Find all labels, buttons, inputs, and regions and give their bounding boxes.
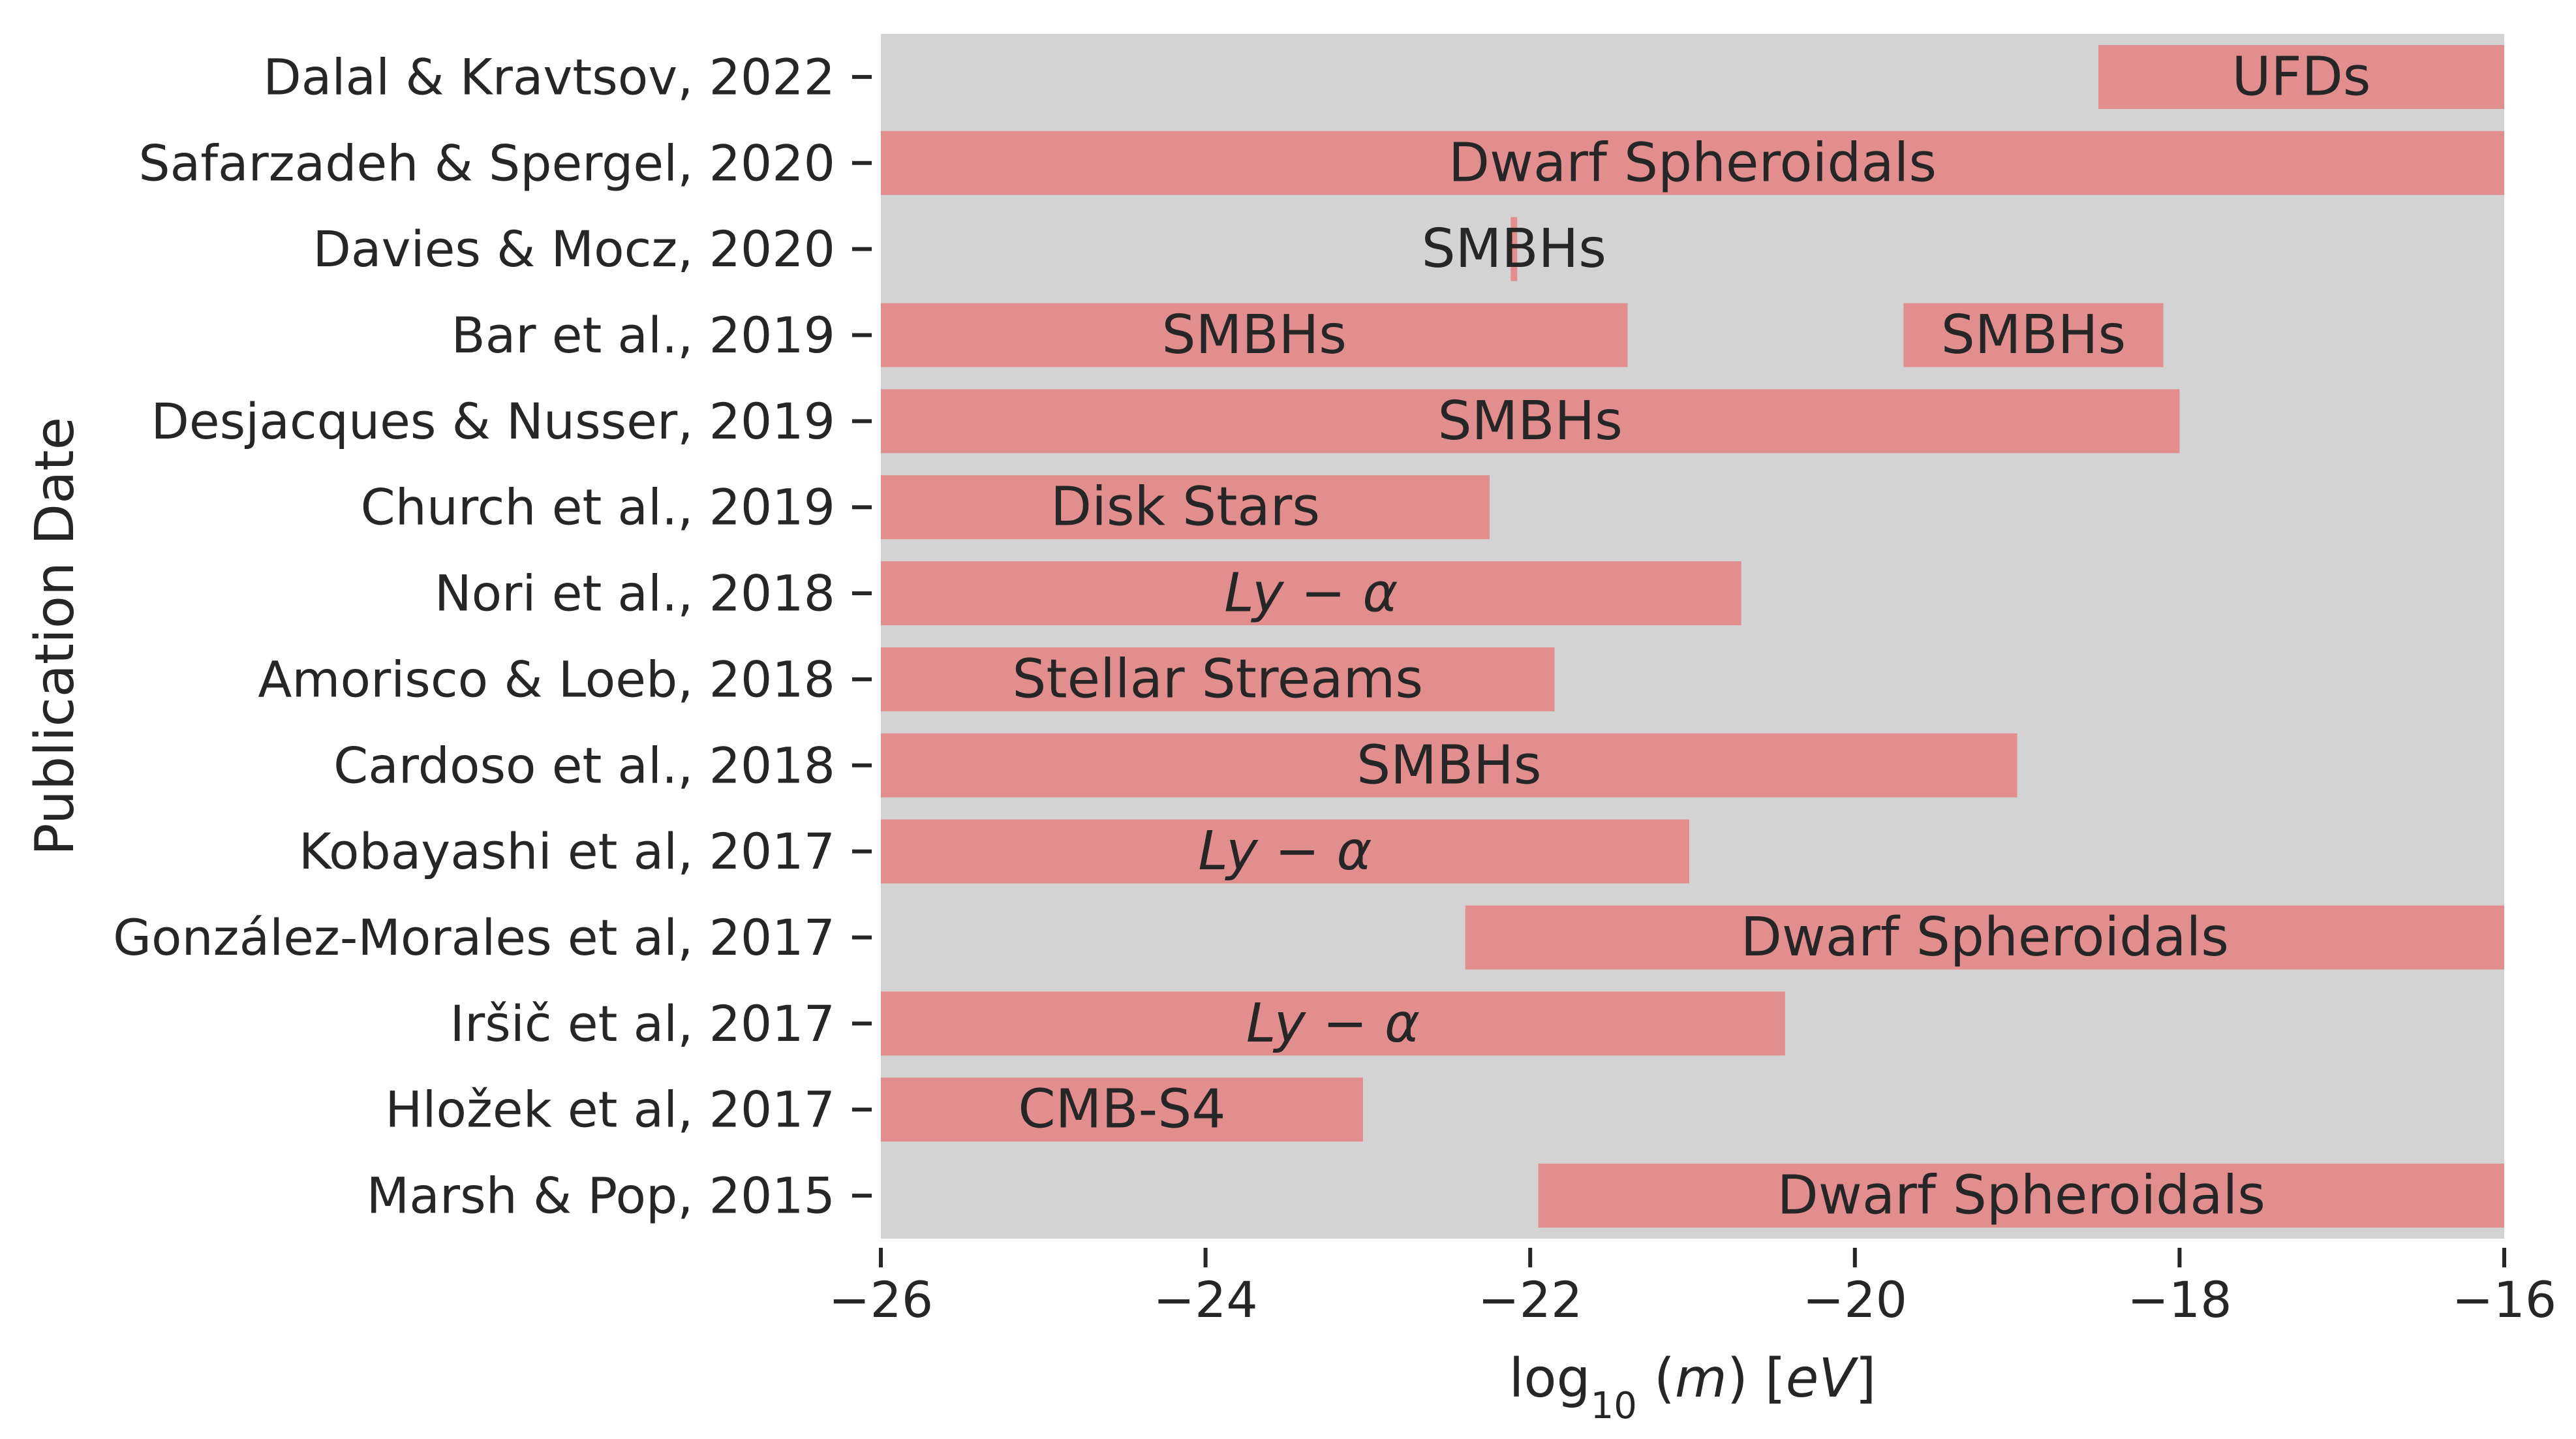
bar-label-10: Ly − α: [1198, 820, 1372, 882]
x-tick-label-5: −16: [2452, 1271, 2556, 1329]
bar-label-1: Dwarf Spheroidals: [1449, 132, 1937, 194]
y-axis-label: Publication Date: [24, 417, 86, 856]
bar-8: [881, 647, 1555, 711]
y-tick-label-0: Dalal & Kravtsov, 2022: [263, 48, 835, 106]
y-tick-label-10: González-Morales et al, 2017: [113, 908, 835, 967]
bar-1: [881, 131, 2504, 195]
y-tick-label-13: Marsh & Pop, 2015: [367, 1167, 835, 1225]
bar-10: [881, 819, 1690, 884]
bar-11: [1465, 905, 2504, 970]
x-tick-label-4: −18: [2127, 1271, 2231, 1329]
y-tick-label-5: Church et al., 2019: [361, 478, 835, 536]
y-tick-label-4: Desjacques & Nusser, 2019: [151, 392, 835, 450]
bar-7: [881, 561, 1741, 626]
y-tick-label-6: Nori et al., 2018: [435, 565, 835, 623]
bar-6: [881, 475, 1490, 540]
y-tick-label-3: Bar et al., 2019: [452, 306, 835, 364]
y-tick-label-7: Amorisco & Loeb, 2018: [258, 650, 835, 708]
y-tick-label-8: Cardoso et al., 2018: [333, 736, 835, 794]
x-axis-label: log10 (m) [eV]: [1509, 1348, 1877, 1427]
bar-label-12: Ly − α: [1246, 993, 1420, 1055]
bar-13: [881, 1077, 1363, 1142]
y-tick-label-9: Kobayashi et al, 2017: [299, 822, 835, 880]
y-tick-label-11: Iršič et al, 2017: [450, 995, 835, 1053]
bar-label-4: SMBHs: [1941, 304, 2126, 366]
y-tick-label-1: Safarzadeh & Spergel, 2020: [138, 134, 835, 192]
bar-0: [2098, 44, 2504, 109]
y-tick-label-12: Hložek et al, 2017: [385, 1081, 835, 1139]
plot-area-background: [881, 34, 2504, 1239]
bar-label-5: SMBHs: [1437, 390, 1622, 452]
x-tick-label-3: −20: [1803, 1271, 1907, 1329]
bar-label-6: Disk Stars: [1050, 476, 1320, 538]
bar-5: [881, 389, 2180, 454]
x-tick-label-2: −22: [1478, 1271, 1582, 1329]
bar-label-7: Ly − α: [1224, 563, 1398, 625]
x-tick-label-0: −26: [829, 1271, 933, 1329]
bar-3: [881, 303, 1628, 367]
bar-2: [1510, 217, 1518, 281]
bar-labels-layer: UFDs Dwarf Spheroidals SMBHs SMBHs SMBHs SMBH…: [1012, 46, 2370, 1226]
bar-label-8: Stellar Streams: [1012, 648, 1423, 710]
bar-label-3: SMBHs: [1162, 304, 1347, 366]
bar-4: [1903, 303, 2164, 367]
bar-label-11: Dwarf Spheroidals: [1741, 906, 2229, 968]
y-axis: Dalal & Kravtsov, 2022 Safarzadeh & Sperg…: [113, 48, 872, 1225]
x-axis: −26 −24 −22 −20 −18 −16: [829, 1248, 2556, 1329]
bar-label-14: Dwarf Spheroidals: [1777, 1165, 2265, 1227]
bar-12: [881, 991, 1785, 1056]
bars-layer: [881, 44, 2504, 1228]
y-tick-label-2: Davies & Mocz, 2020: [313, 220, 835, 278]
bar-label-2: SMBHs: [1422, 218, 1606, 280]
x-tick-label-1: −24: [1153, 1271, 1257, 1329]
bar-14: [1538, 1164, 2504, 1228]
bar-9: [881, 733, 2017, 797]
bar-label-9: SMBHs: [1357, 734, 1541, 796]
bar-label-13: CMB-S4: [1018, 1079, 1225, 1141]
bar-label-0: UFDs: [2231, 46, 2370, 108]
